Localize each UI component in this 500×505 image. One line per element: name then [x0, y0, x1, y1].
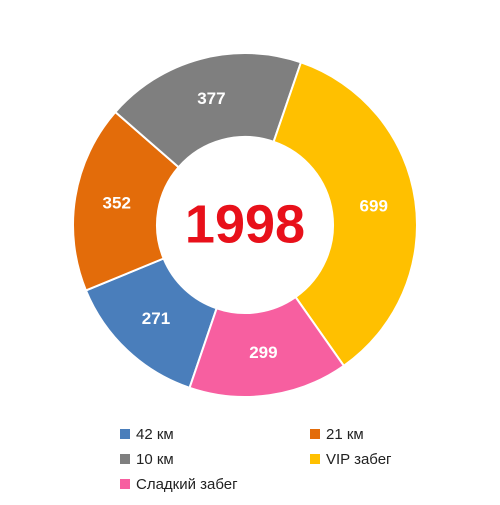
legend-swatch [120, 429, 130, 439]
donut-slice [272, 61, 418, 368]
legend-swatch [120, 479, 130, 489]
data-label: 699 [360, 196, 388, 215]
data-label: 352 [103, 193, 131, 212]
data-label: 299 [249, 343, 277, 362]
center-total: 1998 [185, 194, 305, 254]
donut-slice [113, 52, 303, 169]
legend-swatch [120, 454, 130, 464]
legend-label: 42 км [136, 426, 174, 443]
donut-slice [188, 295, 346, 398]
legend-label: Сладкий забег [136, 476, 238, 493]
donut-slice [72, 110, 181, 292]
legend-swatch [310, 429, 320, 439]
legend-label: 10 км [136, 451, 174, 468]
data-label: 377 [197, 89, 225, 108]
legend-label: 21 км [326, 426, 364, 443]
data-label: 271 [142, 309, 170, 328]
legend-swatch [310, 454, 320, 464]
legend-label: VIP забег [326, 451, 392, 468]
